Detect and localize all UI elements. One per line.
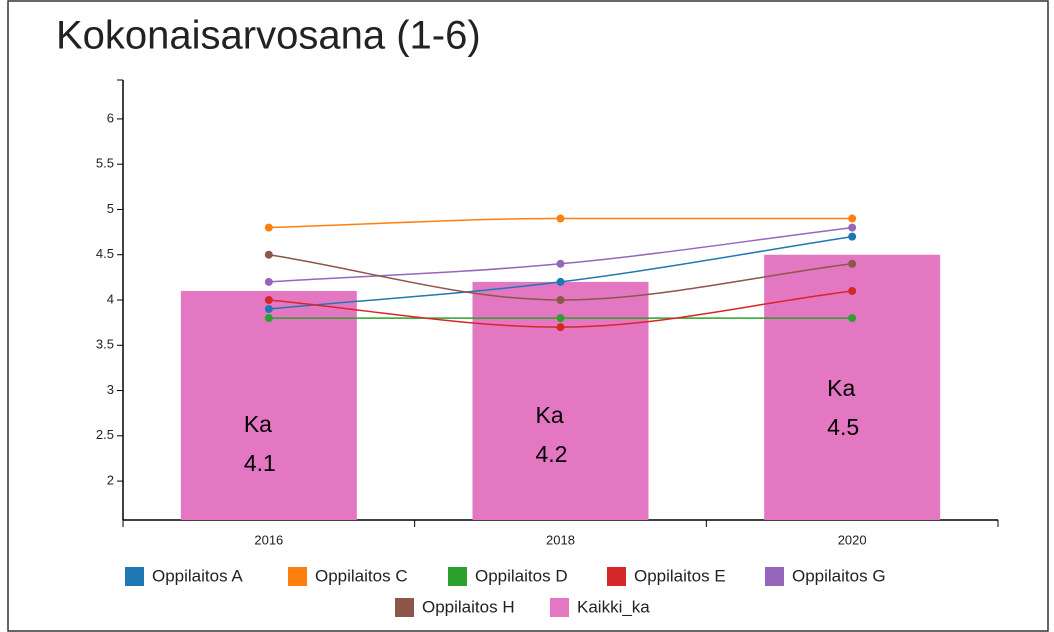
legend-swatch bbox=[550, 598, 569, 617]
y-tick-label: 5 bbox=[107, 201, 114, 216]
y-tick-label: 4.5 bbox=[96, 246, 114, 261]
point bbox=[848, 223, 857, 232]
y-tick-label: 2.5 bbox=[96, 427, 114, 442]
point bbox=[848, 314, 857, 323]
point bbox=[848, 214, 857, 223]
legend-label: Oppilaitos E bbox=[634, 566, 726, 585]
legend-swatch bbox=[448, 567, 467, 586]
frame bbox=[7, 0, 1049, 632]
bar-label: Ka bbox=[244, 411, 272, 437]
point bbox=[264, 223, 273, 232]
legend-label: Oppilaitos D bbox=[475, 566, 568, 585]
point bbox=[264, 250, 273, 259]
point bbox=[556, 259, 565, 268]
point bbox=[556, 323, 565, 332]
y-tick-label: 2 bbox=[107, 473, 114, 488]
bar-label: Ka bbox=[827, 375, 855, 401]
y-tick-label: 3.5 bbox=[96, 337, 114, 352]
legend-label: Kaikki_ka bbox=[577, 597, 650, 616]
point bbox=[848, 232, 857, 241]
bar-value-label: 4.1 bbox=[244, 450, 276, 476]
legend-swatch bbox=[395, 598, 414, 617]
bar-value-label: 4.5 bbox=[827, 414, 859, 440]
chart-title: Kokonaisarvosana (1-6) bbox=[56, 14, 481, 58]
legend-label: Oppilaitos G bbox=[792, 566, 886, 585]
point bbox=[848, 286, 857, 295]
y-tick-label: 3 bbox=[107, 382, 114, 397]
bar-label: Ka bbox=[536, 402, 564, 428]
point bbox=[264, 314, 273, 323]
legend-swatch bbox=[607, 567, 626, 586]
x-tick-label: 2018 bbox=[546, 532, 575, 547]
y-tick-label: 4 bbox=[107, 291, 114, 306]
bar-value-label: 4.2 bbox=[536, 441, 568, 467]
legend-label: Oppilaitos A bbox=[152, 566, 243, 585]
point bbox=[264, 296, 273, 304]
y-tick-label: 5.5 bbox=[96, 156, 114, 171]
point bbox=[556, 214, 565, 223]
point bbox=[556, 314, 565, 323]
legend-swatch bbox=[288, 567, 307, 586]
legend-label: Oppilaitos H bbox=[422, 597, 515, 616]
point bbox=[264, 277, 273, 286]
point bbox=[848, 259, 857, 268]
point bbox=[264, 305, 273, 314]
point bbox=[556, 277, 565, 286]
x-tick-label: 2020 bbox=[838, 532, 867, 547]
y-tick-label: 6 bbox=[107, 110, 114, 125]
x-tick-label: 2016 bbox=[254, 532, 283, 547]
legend-swatch bbox=[765, 567, 784, 586]
point bbox=[556, 296, 565, 304]
legend-swatch bbox=[125, 567, 144, 586]
legend-label: Oppilaitos C bbox=[315, 566, 408, 585]
bar bbox=[180, 290, 357, 520]
